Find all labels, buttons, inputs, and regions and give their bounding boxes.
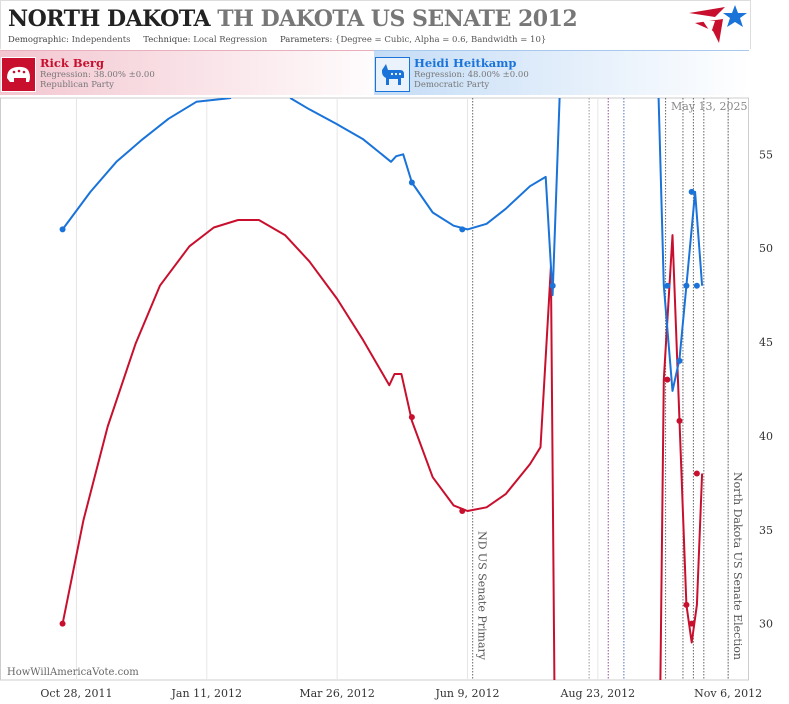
data-point [688, 620, 695, 627]
date-stamp: May 13, 2025 [671, 100, 748, 113]
title-state: NORTH DAKOTA [8, 6, 211, 32]
data-point [676, 357, 683, 364]
plot-frame [0, 97, 749, 681]
y-tick-label: 35 [759, 524, 773, 537]
data-point [59, 620, 66, 627]
series-line [61, 219, 704, 680]
x-tick-label: Mar 26, 2012 [299, 687, 375, 700]
x-tick-label: Aug 23, 2012 [560, 687, 636, 700]
page-title: NORTH DAKOTA TH DAKOTA US SENATE 2012 [8, 6, 578, 32]
donkey-icon [375, 57, 410, 92]
data-point [59, 226, 66, 233]
demographic-value: Independents [71, 35, 131, 45]
x-tick-label: Nov 6, 2012 [694, 687, 762, 700]
y-tick-label: 40 [759, 430, 773, 443]
candidate-panel-democratic: Heidi Heitkamp Regression: 48.00% ±0.00 … [374, 50, 749, 95]
data-point [693, 470, 700, 477]
candidate-panel-republican: Rick Berg Regression: 38.00% ±0.00 Repub… [0, 50, 394, 95]
y-tick-label: 45 [759, 336, 773, 349]
y-tick-label: 55 [759, 148, 773, 161]
data-point [459, 508, 466, 515]
candidate-name: Rick Berg [40, 56, 105, 70]
data-point [408, 179, 415, 186]
data-point [688, 188, 695, 195]
demographic-label: Demographic: [8, 35, 69, 45]
series-group [59, 98, 704, 680]
candidate-party: Republican Party [40, 80, 114, 90]
elephant-icon [1, 57, 36, 92]
x-tick-label: Jun 9, 2012 [434, 687, 499, 700]
data-point [408, 414, 415, 421]
y-tick-label: 30 [759, 618, 773, 631]
y-tick-label: 50 [759, 242, 773, 255]
data-point [693, 282, 700, 289]
watermark: HowWillAmericaVote.com [7, 667, 139, 678]
candidate-regression: Regression: 38.00% ±0.00 [40, 70, 155, 80]
data-point [459, 226, 466, 233]
candidate-name: Heidi Heitkamp [414, 56, 517, 70]
event-label: North Dakota US Senate Election [731, 472, 744, 660]
candidate-party: Democratic Party [414, 80, 490, 90]
data-point [549, 282, 556, 289]
polling-chart: Oct 28, 2011 Jan 11, 2012 Mar 26, 2012 Jun … [0, 97, 773, 700]
technique-value: Local Regression [193, 35, 268, 45]
data-point [683, 282, 690, 289]
data-point [664, 282, 671, 289]
site-logo [689, 5, 747, 43]
data-point [676, 417, 683, 424]
data-point [683, 601, 690, 608]
title-race: TH DAKOTA US SENATE 2012 [217, 6, 578, 32]
data-point [664, 376, 671, 383]
chart-parameters: Demographic: Independents Technique: Loc… [8, 35, 546, 45]
technique-label: Technique: [143, 35, 191, 45]
parameters-label: Parameters: [279, 35, 333, 45]
chart-header: NORTH DAKOTA TH DAKOTA US SENATE 2012 De… [0, 0, 751, 49]
x-tick-label: Oct 28, 2011 [40, 687, 112, 700]
series-line [61, 98, 704, 392]
x-tick-label: Jan 11, 2012 [171, 687, 243, 700]
parameters-value: {Degree = Cubic, Alpha = 0.6, Bandwidth … [335, 35, 547, 45]
event-label: ND US Senate Primary [476, 531, 489, 661]
candidate-regression: Regression: 48.00% ±0.00 [414, 70, 529, 80]
